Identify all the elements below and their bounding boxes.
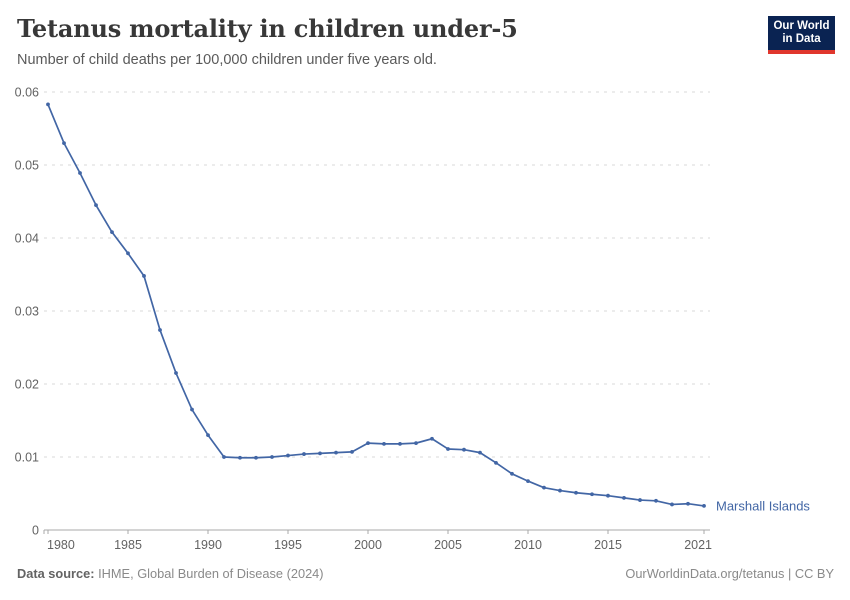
x-tick-label: 2021 — [684, 538, 712, 552]
data-point — [46, 102, 50, 107]
data-point — [142, 274, 146, 278]
x-tick-label: 1995 — [274, 538, 302, 552]
x-tick-label: 2000 — [354, 538, 382, 552]
data-source-label: Data source: — [17, 566, 95, 581]
data-point — [366, 441, 370, 446]
data-point — [654, 498, 658, 503]
data-point — [526, 479, 530, 483]
chart-title: Tetanus mortality in children under-5 — [17, 14, 518, 43]
logo-line-2: in Data — [782, 33, 821, 45]
data-point — [350, 449, 354, 454]
x-tick-label: 2015 — [594, 538, 622, 552]
data-point — [110, 230, 114, 235]
data-point — [78, 171, 82, 175]
data-source-text: IHME, Global Burden of Disease (2024) — [94, 566, 324, 581]
chart-subtitle: Number of child deaths per 100,000 child… — [17, 52, 437, 68]
data-point — [158, 328, 162, 332]
data-point — [286, 453, 290, 458]
y-tick-label: 0.04 — [15, 232, 39, 246]
data-point — [606, 493, 610, 498]
data-point — [126, 251, 130, 256]
data-point — [670, 502, 674, 507]
data-point — [318, 451, 322, 456]
data-point — [702, 504, 706, 508]
data-point — [302, 452, 306, 456]
data-point — [558, 488, 562, 493]
y-tick-label: 0.02 — [15, 378, 39, 392]
data-point — [254, 455, 258, 460]
x-tick-label: 2010 — [514, 538, 542, 552]
y-tick-label: 0 — [32, 524, 39, 538]
data-point — [430, 436, 434, 441]
data-point — [510, 471, 514, 476]
data-point — [206, 433, 210, 437]
data-point — [638, 498, 642, 502]
x-tick-label: 1985 — [114, 538, 142, 552]
data-point — [494, 460, 498, 465]
data-point — [446, 447, 450, 451]
data-point — [190, 407, 194, 412]
trend-line — [47, 103, 705, 507]
data-point — [382, 441, 386, 446]
data-source-note: Data source: IHME, Global Burden of Dise… — [17, 566, 324, 581]
data-point — [222, 455, 226, 459]
y-tick-label: 0.01 — [15, 451, 39, 465]
x-tick-label: 1980 — [47, 538, 75, 552]
y-tick-label: 0.06 — [15, 86, 39, 100]
data-point — [174, 371, 178, 375]
data-point — [478, 450, 482, 455]
data-point — [398, 441, 402, 446]
data-point — [686, 501, 690, 506]
x-tick-label: 1990 — [194, 538, 222, 552]
data-point — [542, 485, 546, 490]
data-point — [622, 495, 626, 500]
data-point — [238, 455, 242, 460]
owid-logo: Our World in Data — [768, 16, 835, 54]
data-point — [334, 450, 338, 455]
data-point — [590, 492, 594, 497]
y-tick-label: 0.05 — [15, 159, 39, 173]
data-point — [574, 490, 578, 495]
data-point — [270, 455, 274, 459]
logo-line-1: Our World — [773, 20, 830, 32]
y-tick-label: 0.03 — [15, 305, 39, 319]
x-tick-label: 2005 — [434, 538, 462, 552]
data-point — [414, 441, 418, 446]
series-end-label: Marshall Islands — [716, 498, 810, 513]
data-point — [462, 447, 466, 452]
data-point — [94, 203, 98, 208]
credit-link[interactable]: OurWorldinData.org/tetanus | CC BY — [625, 566, 834, 581]
data-point — [62, 141, 66, 146]
